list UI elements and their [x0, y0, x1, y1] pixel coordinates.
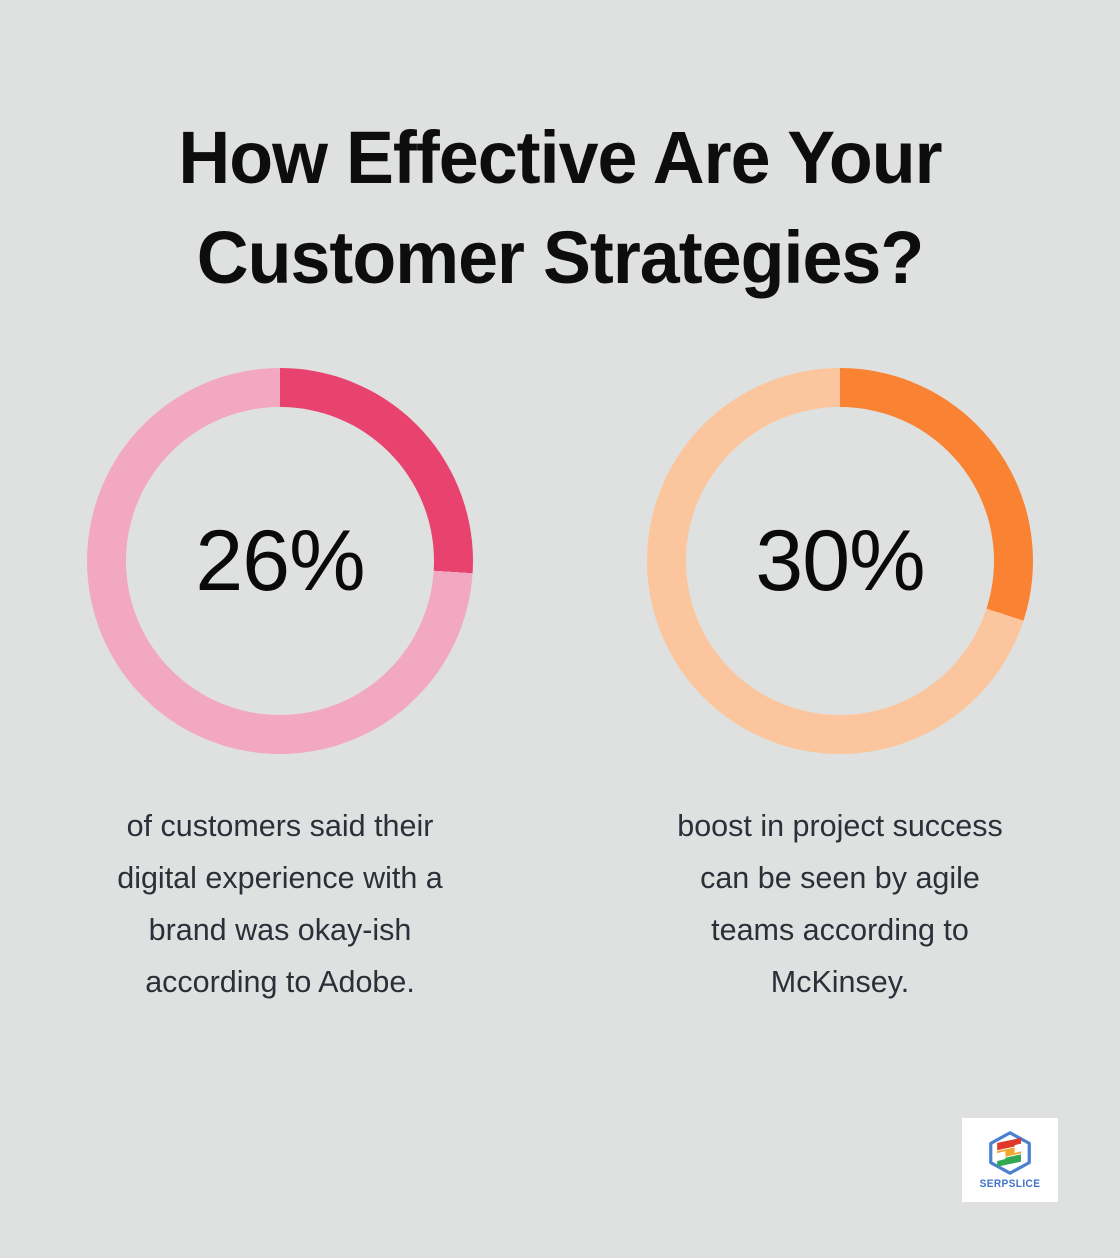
donut-chart-30: 30%: [647, 368, 1033, 754]
chart-caption: boost in project success can be seen by …: [610, 800, 1070, 1008]
caption-line: McKinsey.: [770, 965, 910, 999]
chart-card-customer-digital-experience: 26% of customers said their digital expe…: [0, 368, 560, 1008]
brand-logo-card: SERPSLICE: [962, 1118, 1058, 1202]
caption-line: digital experience with a: [117, 861, 443, 895]
donut-chart-26: 26%: [87, 368, 473, 754]
donut-value-label: 26%: [195, 512, 365, 609]
page-title-line-2: Customer Strategies?: [196, 216, 924, 299]
caption-line: can be seen by agile: [700, 861, 980, 895]
chart-caption: of customers said their digital experien…: [50, 800, 510, 1008]
page-title: How Effective Are Your Customer Strategi…: [0, 108, 1120, 308]
brand-wordmark: SERPSLICE: [979, 1177, 1041, 1190]
charts-row: 26% of customers said their digital expe…: [0, 368, 1120, 1008]
caption-line: according to Adobe.: [145, 965, 415, 999]
serpslice-logo-icon: [989, 1130, 1031, 1175]
donut-hole: [126, 407, 434, 715]
caption-line: teams according to: [711, 913, 969, 947]
chart-card-agile-project-success: 30% boost in project success can be seen…: [560, 368, 1120, 1008]
caption-line: of customers said their: [126, 809, 434, 843]
caption-line: brand was okay-ish: [148, 913, 412, 947]
donut-value-label: 30%: [755, 512, 925, 609]
page-title-line-1: How Effective Are Your: [178, 116, 942, 199]
caption-line: boost in project success: [677, 809, 1003, 843]
donut-hole: [686, 407, 994, 715]
